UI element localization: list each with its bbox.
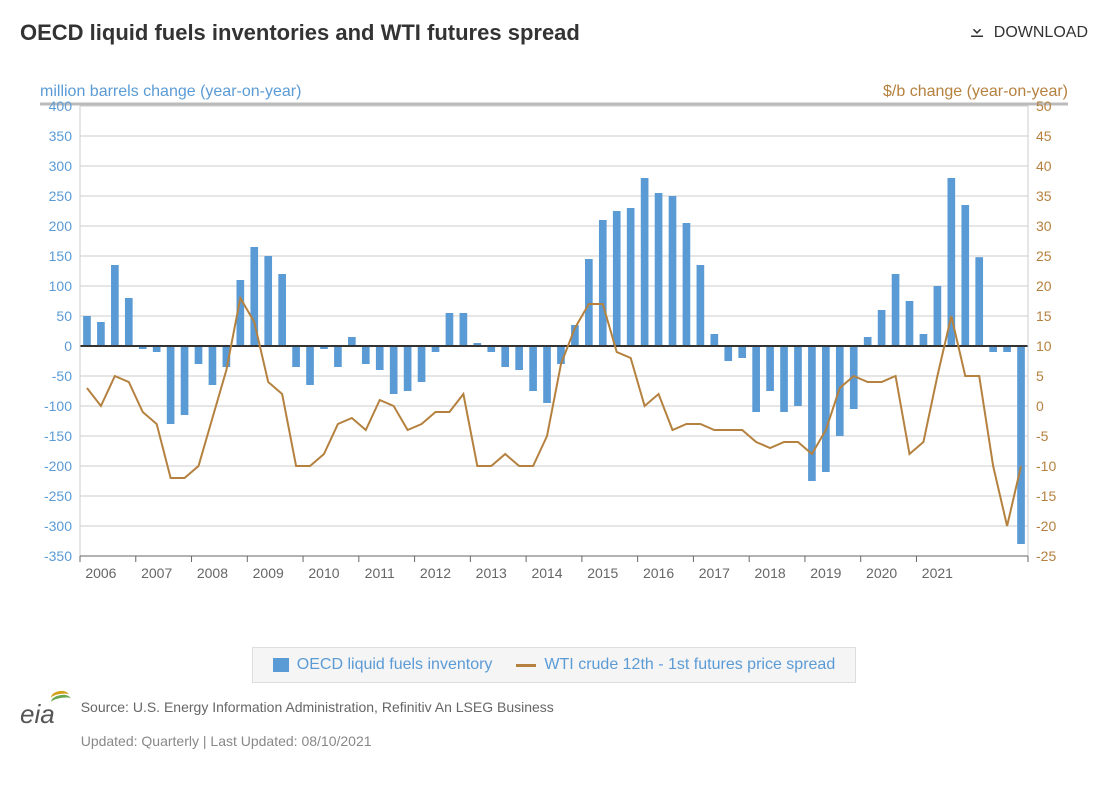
svg-text:-300: -300 bbox=[44, 518, 72, 534]
chart-area: million barrels change (year-on-year)$/b… bbox=[20, 76, 1088, 631]
svg-text:2017: 2017 bbox=[699, 565, 730, 581]
svg-text:2020: 2020 bbox=[866, 565, 897, 581]
svg-text:-350: -350 bbox=[44, 548, 72, 564]
svg-text:35: 35 bbox=[1036, 188, 1052, 204]
svg-text:400: 400 bbox=[49, 98, 73, 114]
svg-text:20: 20 bbox=[1036, 278, 1052, 294]
svg-text:-20: -20 bbox=[1036, 518, 1056, 534]
svg-text:10: 10 bbox=[1036, 338, 1052, 354]
svg-text:-200: -200 bbox=[44, 458, 72, 474]
svg-text:2014: 2014 bbox=[531, 565, 562, 581]
svg-text:350: 350 bbox=[49, 128, 73, 144]
svg-text:2006: 2006 bbox=[85, 565, 116, 581]
source-block: Source: U.S. Energy Information Administ… bbox=[81, 699, 554, 749]
legend-line-swatch bbox=[516, 664, 536, 667]
svg-text:2012: 2012 bbox=[420, 565, 451, 581]
svg-text:-15: -15 bbox=[1036, 488, 1056, 504]
svg-text:-5: -5 bbox=[1036, 428, 1049, 444]
svg-text:300: 300 bbox=[49, 158, 73, 174]
chart-title: OECD liquid fuels inventories and WTI fu… bbox=[20, 20, 580, 46]
legend-bar-swatch bbox=[273, 658, 289, 672]
download-label: DOWNLOAD bbox=[994, 24, 1088, 42]
svg-text:15: 15 bbox=[1036, 308, 1052, 324]
svg-text:2019: 2019 bbox=[810, 565, 841, 581]
legend-item-bar: OECD liquid fuels inventory bbox=[273, 656, 493, 674]
svg-text:2008: 2008 bbox=[197, 565, 228, 581]
download-button[interactable]: DOWNLOAD bbox=[968, 22, 1088, 45]
legend-line-label: WTI crude 12th - 1st futures price sprea… bbox=[544, 656, 835, 674]
svg-text:250: 250 bbox=[49, 188, 73, 204]
svg-text:50: 50 bbox=[56, 308, 72, 324]
download-icon bbox=[968, 22, 986, 45]
svg-text:2007: 2007 bbox=[141, 565, 172, 581]
svg-text:-150: -150 bbox=[44, 428, 72, 444]
svg-text:2011: 2011 bbox=[365, 565, 395, 581]
svg-text:40: 40 bbox=[1036, 158, 1052, 174]
svg-text:2018: 2018 bbox=[755, 565, 786, 581]
svg-text:2021: 2021 bbox=[922, 565, 953, 581]
chart-legend: OECD liquid fuels inventory WTI crude 12… bbox=[252, 647, 856, 683]
svg-text:2009: 2009 bbox=[253, 565, 284, 581]
svg-text:2016: 2016 bbox=[643, 565, 674, 581]
svg-text:5: 5 bbox=[1036, 368, 1044, 384]
svg-text:0: 0 bbox=[64, 338, 72, 354]
svg-text:45: 45 bbox=[1036, 128, 1052, 144]
chart-footer: eia Source: U.S. Energy Information Admi… bbox=[20, 699, 1088, 749]
legend-bar-label: OECD liquid fuels inventory bbox=[297, 656, 493, 674]
svg-text:50: 50 bbox=[1036, 98, 1052, 114]
svg-text:25: 25 bbox=[1036, 248, 1052, 264]
updated-text: Updated: Quarterly | Last Updated: 08/10… bbox=[81, 733, 554, 749]
svg-text:-250: -250 bbox=[44, 488, 72, 504]
svg-text:150: 150 bbox=[49, 248, 73, 264]
eia-logo: eia bbox=[20, 699, 67, 730]
legend-item-line: WTI crude 12th - 1st futures price sprea… bbox=[516, 656, 835, 674]
svg-text:2015: 2015 bbox=[587, 565, 618, 581]
svg-text:-25: -25 bbox=[1036, 548, 1056, 564]
svg-text:0: 0 bbox=[1036, 398, 1044, 414]
svg-text:-10: -10 bbox=[1036, 458, 1056, 474]
svg-text:2010: 2010 bbox=[308, 565, 339, 581]
svg-text:30: 30 bbox=[1036, 218, 1052, 234]
svg-text:million barrels change (year-o: million barrels change (year-on-year) bbox=[40, 83, 301, 100]
svg-text:-50: -50 bbox=[52, 368, 72, 384]
source-text: Source: U.S. Energy Information Administ… bbox=[81, 699, 554, 715]
svg-text:2013: 2013 bbox=[476, 565, 507, 581]
svg-text:-100: -100 bbox=[44, 398, 72, 414]
svg-text:100: 100 bbox=[49, 278, 73, 294]
chart-header: OECD liquid fuels inventories and WTI fu… bbox=[20, 20, 1088, 46]
svg-text:200: 200 bbox=[49, 218, 73, 234]
chart-svg: million barrels change (year-on-year)$/b… bbox=[20, 76, 1088, 626]
